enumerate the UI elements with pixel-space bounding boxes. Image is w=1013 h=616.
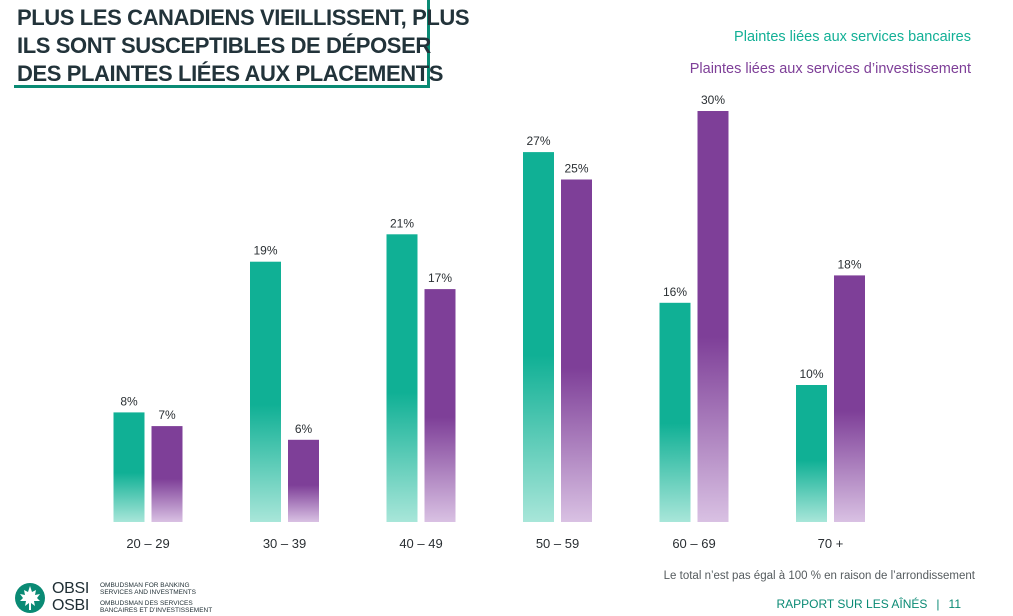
value-labels-group: 8% 7% 19% 6% 21% 17% 27% 25% 16% 30% 10% 18% (120, 93, 862, 436)
bar-banking-0 (113, 412, 145, 522)
report-name: RAPPORT SUR LES AÎNÉS (776, 597, 928, 611)
logo-acronym-en: OBSI (52, 580, 90, 597)
bar-banking-4 (659, 302, 691, 522)
value-label-banking-4: 16% (663, 285, 687, 299)
bar-investment-0 (151, 426, 183, 522)
bar-banking-2 (386, 234, 418, 523)
logo-name-en-1: OMBUDSMAN FOR BANKING (100, 582, 190, 589)
logo-acronym-fr: OSBI (52, 597, 90, 614)
legend-item-investment: Plaintes liées aux services d’investisse… (689, 61, 971, 77)
logo-name-fr-2: BANCAIRES ET D’INVESTISSEMENT (100, 607, 213, 614)
category-label-3: 50 – 59 (536, 536, 579, 551)
value-label-banking-2: 21% (390, 216, 414, 230)
footer-separator: | (936, 597, 940, 611)
chart-title-line-2: ILS SONT SUSCEPTIBLES DE DÉPOSER (17, 33, 431, 58)
bar-investment-2 (424, 289, 456, 522)
bar-banking-5 (796, 385, 827, 522)
chart-title-line-1: PLUS LES CANADIENS VIEILLISSENT, PLUS (17, 5, 470, 30)
value-label-banking-0: 8% (120, 394, 138, 408)
bar-banking-1 (250, 261, 281, 522)
obsi-logo: OBSI OSBI OMBUDSMAN FOR BANKING SERVICES… (14, 580, 234, 616)
value-label-banking-1: 19% (253, 244, 277, 258)
chart-legend: Plaintes liées aux services bancaires Pl… (690, 26, 971, 90)
logo-name-en-2: SERVICES AND INVESTMENTS (100, 589, 196, 596)
category-labels-group: 20 – 29 30 – 39 40 – 49 50 – 59 60 – 69 70 + (126, 536, 843, 551)
logo-name-fr-1: OMBUDSMAN DES SERVICES (100, 600, 193, 607)
category-label-4: 60 – 69 (672, 536, 715, 551)
bar-banking-3 (523, 152, 554, 522)
bars-group (113, 111, 865, 523)
value-label-investment-3: 25% (564, 162, 588, 176)
page-number: 11 (948, 597, 961, 611)
value-label-investment-1: 6% (295, 422, 313, 436)
bar-investment-1 (288, 439, 319, 522)
category-label-2: 40 – 49 (399, 536, 442, 551)
category-label-5: 70 + (818, 536, 844, 551)
rounding-note: Le total n’est pas égal à 100 % en raiso… (663, 570, 975, 582)
chart-title-box: PLUS LES CANADIENS VIEILLISSENT, PLUS IL… (14, 0, 470, 88)
report-footer: RAPPORT SUR LES AÎNÉS | 11 (776, 597, 961, 611)
value-label-banking-3: 27% (526, 134, 550, 148)
value-label-investment-5: 18% (837, 257, 861, 271)
category-label-0: 20 – 29 (126, 536, 169, 551)
value-label-investment-0: 7% (158, 408, 176, 422)
bar-investment-3 (561, 179, 592, 522)
chart-title-line-3: DES PLAINTES LIÉES AUX PLACEMENTS (17, 61, 444, 86)
bar-investment-5 (834, 275, 865, 522)
category-label-1: 30 – 39 (263, 536, 306, 551)
value-label-investment-2: 17% (428, 271, 452, 285)
maple-leaf-icon (15, 583, 45, 613)
bar-investment-4 (697, 111, 729, 522)
value-label-investment-4: 30% (701, 93, 725, 107)
value-label-banking-5: 10% (799, 367, 823, 381)
legend-item-banking: Plaintes liées aux services bancaires (734, 29, 971, 45)
